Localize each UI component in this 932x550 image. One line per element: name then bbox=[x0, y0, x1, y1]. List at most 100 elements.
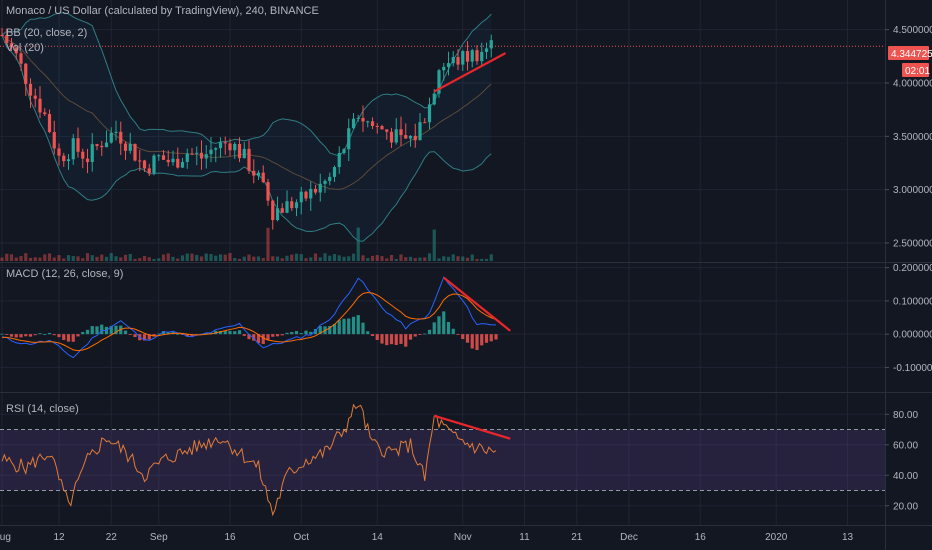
volume-bar bbox=[52, 257, 56, 261]
macd-histogram-bar bbox=[442, 311, 446, 335]
legend-main[interactable]: Monaco / US Dollar (calculated by Tradin… bbox=[6, 5, 319, 17]
macd-histogram-bar bbox=[19, 334, 23, 338]
volume-bar bbox=[147, 257, 151, 261]
candle-body bbox=[299, 191, 303, 203]
candle-body bbox=[313, 188, 318, 193]
volume-bar bbox=[337, 255, 341, 261]
volume-bar bbox=[380, 256, 384, 261]
candle-body bbox=[142, 160, 147, 169]
candle-body bbox=[76, 138, 80, 152]
macd-histogram-bar bbox=[204, 332, 208, 335]
volume-bar bbox=[427, 253, 432, 261]
macd-histogram-bar bbox=[228, 330, 232, 335]
candle-body bbox=[446, 63, 451, 67]
candle-body bbox=[442, 66, 446, 71]
volume-bar bbox=[199, 256, 204, 261]
macd-histogram-bar bbox=[385, 334, 389, 346]
volume-bar bbox=[209, 254, 213, 261]
candle-body bbox=[119, 131, 123, 144]
price-tick-label: 0.000000 bbox=[893, 330, 932, 341]
legend-vol[interactable]: Vol (20) bbox=[6, 42, 44, 54]
price-axis[interactable]: 4.500000 4.000000 3.500000 3.000000 2.500000… bbox=[885, 25, 932, 512]
macd-histogram-bar bbox=[142, 334, 147, 341]
macd-histogram-bar bbox=[5, 334, 9, 335]
macd-histogram-bar bbox=[85, 329, 90, 335]
macd-histogram-bar bbox=[342, 318, 346, 335]
candles bbox=[0, 27, 493, 230]
price-trendline bbox=[433, 52, 507, 93]
rsi-series bbox=[1, 403, 497, 517]
countdown-value: 02:01 bbox=[905, 66, 930, 77]
macd-histogram-bar bbox=[242, 334, 246, 336]
candle-body bbox=[95, 144, 99, 146]
macd-histogram-bar bbox=[494, 334, 498, 340]
candle-body bbox=[328, 176, 332, 181]
candle-body bbox=[323, 180, 327, 184]
rsi-band-fill bbox=[0, 429, 885, 491]
candle-body bbox=[356, 117, 360, 119]
time-label: 14 bbox=[372, 532, 384, 543]
volume-bar bbox=[323, 253, 327, 261]
candle-body bbox=[465, 51, 470, 62]
rsi-line bbox=[1, 403, 497, 517]
candle-body bbox=[271, 200, 275, 221]
volume-bar bbox=[114, 256, 118, 261]
candle-body bbox=[28, 83, 33, 96]
candle-body bbox=[252, 170, 256, 176]
candle-body bbox=[385, 129, 389, 132]
legend-bb[interactable]: BB (20, close, 2) bbox=[6, 27, 87, 39]
candle-body bbox=[475, 50, 479, 62]
macd-histogram-bar bbox=[480, 334, 484, 346]
candle-body bbox=[261, 172, 265, 183]
volume-bar bbox=[166, 253, 170, 261]
macd-histogram-bar bbox=[100, 324, 104, 335]
candle-body bbox=[294, 202, 299, 209]
candle-body bbox=[361, 117, 365, 122]
macd-histogram-bar bbox=[404, 334, 408, 347]
time-label: Dec bbox=[620, 532, 638, 543]
candle-body bbox=[223, 142, 227, 144]
macd-histogram-bar bbox=[9, 334, 14, 337]
legend-macd[interactable]: MACD (12, 26, close, 9) bbox=[6, 268, 123, 280]
price-tick-label: 2.500000 bbox=[893, 239, 932, 250]
volume-bar bbox=[9, 254, 14, 261]
volume-bar bbox=[247, 254, 251, 261]
volume-bar bbox=[461, 256, 465, 261]
volume-bar bbox=[309, 257, 313, 261]
candle-body bbox=[199, 152, 204, 159]
volume-bar bbox=[57, 255, 61, 261]
time-axis[interactable]: Aug 12 22 Sep 16 Oct 14 Nov 11 21 Dec 16 2020 13 bbox=[0, 532, 853, 543]
candle-body bbox=[66, 159, 71, 162]
price-tick-label: 0.100000 bbox=[893, 296, 932, 307]
price-tick-label: 4.500000 bbox=[893, 25, 932, 36]
price-tick-label: -0.100000 bbox=[893, 363, 932, 374]
macd-histogram-bar bbox=[465, 334, 470, 343]
macd-histogram-bar bbox=[332, 324, 337, 335]
volume-bar bbox=[66, 255, 71, 261]
macd-histogram-bar bbox=[451, 328, 455, 335]
macd-histogram-bar bbox=[24, 334, 28, 337]
macd-histogram-bar bbox=[399, 334, 403, 344]
candle-body bbox=[43, 112, 47, 115]
macd-histogram-bar bbox=[408, 334, 413, 340]
macd-histogram-bar bbox=[456, 334, 460, 335]
legend-rsi[interactable]: RSI (14, close) bbox=[6, 403, 79, 415]
volume-bar bbox=[204, 253, 208, 261]
macd-histogram-bar bbox=[361, 322, 365, 335]
volume-bar bbox=[237, 258, 242, 261]
macd-histogram-bar bbox=[176, 333, 180, 335]
volume-bar bbox=[318, 257, 322, 261]
volume-bar bbox=[442, 256, 446, 261]
volume-bar bbox=[38, 257, 42, 261]
candle-body bbox=[190, 153, 194, 155]
volume-bar bbox=[171, 256, 175, 261]
volume-bar bbox=[161, 254, 166, 261]
volume-bar bbox=[100, 254, 104, 261]
candle-body bbox=[389, 131, 394, 143]
volume-bar bbox=[404, 257, 408, 261]
candle-body bbox=[351, 118, 356, 129]
volume-bar bbox=[356, 227, 360, 261]
macd-histogram-bar bbox=[413, 334, 417, 337]
volume-bar bbox=[366, 258, 370, 261]
